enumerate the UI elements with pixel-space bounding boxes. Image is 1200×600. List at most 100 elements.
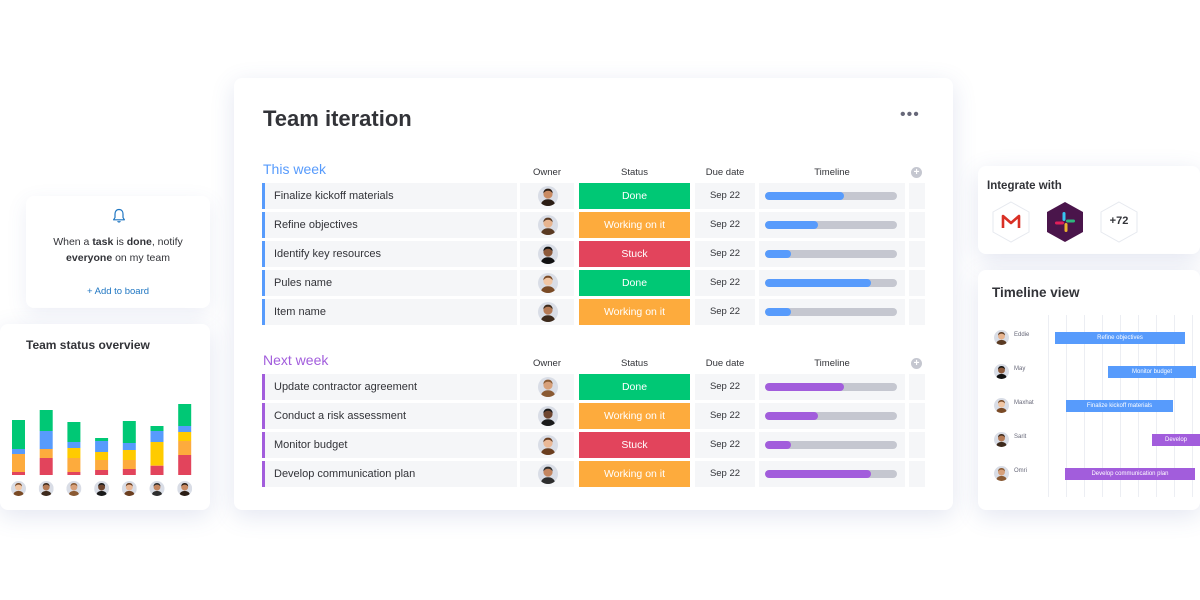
group-color-bar: [262, 432, 265, 458]
timeline-bar[interactable]: Finalize kickoff materials: [1066, 400, 1173, 412]
table-row[interactable]: Pules name Done Sep 22: [262, 270, 925, 296]
board-title: Team iteration: [263, 106, 412, 131]
due-date-cell[interactable]: Sep 22: [695, 183, 755, 209]
timeline-row[interactable]: Eddie Refine objectives: [978, 328, 1200, 348]
avatar[interactable]: [538, 464, 558, 484]
status-bar-segment-working: [39, 449, 53, 458]
timeline-cell[interactable]: [759, 461, 905, 487]
row-edge-cell: [909, 183, 925, 209]
gmail-icon[interactable]: [991, 200, 1031, 244]
timeline-bar[interactable]: Develop communication plan: [1065, 468, 1195, 480]
status-cell[interactable]: Done: [579, 374, 690, 400]
avatar[interactable]: [538, 435, 558, 455]
status-bar-segment-working: [150, 465, 164, 466]
group-title[interactable]: This week: [263, 161, 327, 177]
avatar[interactable]: [538, 406, 558, 426]
owner-cell[interactable]: [520, 403, 574, 429]
owner-cell[interactable]: [520, 299, 574, 325]
status-cell[interactable]: Stuck: [579, 241, 690, 267]
item-name-cell[interactable]: Develop communication plan: [262, 461, 517, 487]
item-name-cell[interactable]: Item name: [262, 299, 517, 325]
table-row[interactable]: Identify key resources Stuck Sep 22: [262, 241, 925, 267]
due-date-cell[interactable]: Sep 22: [695, 270, 755, 296]
add-column-icon[interactable]: +: [911, 358, 922, 369]
status-cell[interactable]: Done: [579, 270, 690, 296]
status-bar-segment-working: [12, 454, 25, 472]
item-name-cell[interactable]: Finalize kickoff materials: [262, 183, 517, 209]
status-bar-segment-stuck: [122, 469, 136, 475]
owner-cell[interactable]: [520, 374, 574, 400]
avatar[interactable]: [538, 377, 558, 397]
avatar[interactable]: [538, 215, 558, 235]
item-name-cell[interactable]: Refine objectives: [262, 212, 517, 238]
timeline-track: [765, 279, 897, 287]
timeline-cell[interactable]: [759, 270, 905, 296]
add-to-board-link[interactable]: + Add to board: [86, 286, 150, 297]
item-name-cell[interactable]: Conduct a risk assessment: [262, 403, 517, 429]
due-date-cell[interactable]: Sep 22: [695, 403, 755, 429]
avatar[interactable]: [538, 302, 558, 322]
status-bar-segment-info: [122, 443, 136, 450]
item-name: Update contractor agreement: [274, 381, 418, 393]
table-row[interactable]: Finalize kickoff materials Done Sep 22: [262, 183, 925, 209]
timeline-cell[interactable]: [759, 183, 905, 209]
more-options-icon[interactable]: •••: [900, 106, 920, 123]
due-date-cell[interactable]: Sep 22: [695, 299, 755, 325]
timeline-bar[interactable]: Develop: [1152, 434, 1200, 446]
table-row[interactable]: Develop communication plan Working on it S…: [262, 461, 925, 487]
owner-cell[interactable]: [520, 183, 574, 209]
status-bar-segment-stuck: [95, 470, 109, 475]
owner-cell[interactable]: [520, 212, 574, 238]
add-column-icon[interactable]: +: [911, 167, 922, 178]
item-name-cell[interactable]: Identify key resources: [262, 241, 517, 267]
due-date-cell[interactable]: Sep 22: [695, 212, 755, 238]
row-edge-cell: [909, 432, 925, 458]
timeline-cell[interactable]: [759, 241, 905, 267]
item-name-cell[interactable]: Pules name: [262, 270, 517, 296]
status-bar-segment-done: [67, 422, 81, 442]
due-date-cell[interactable]: Sep 22: [695, 461, 755, 487]
automation-card: When a task is done, notify everyone on …: [26, 196, 210, 308]
avatar[interactable]: [538, 244, 558, 264]
slack-icon[interactable]: [1045, 200, 1085, 244]
due-date-cell[interactable]: Sep 22: [695, 374, 755, 400]
timeline-cell[interactable]: [759, 212, 905, 238]
status-cell[interactable]: Working on it: [579, 403, 690, 429]
status-cell[interactable]: Working on it: [579, 212, 690, 238]
timeline-row[interactable]: Maxhat Finalize kickoff materials: [978, 396, 1200, 416]
table-row[interactable]: Refine objectives Working on it Sep 22: [262, 212, 925, 238]
status-cell[interactable]: Done: [579, 183, 690, 209]
timeline-cell[interactable]: [759, 374, 905, 400]
timeline-row[interactable]: Sarit Develop: [978, 430, 1200, 450]
owner-cell[interactable]: [520, 241, 574, 267]
table-row[interactable]: Update contractor agreement Done Sep 22: [262, 374, 925, 400]
item-name-cell[interactable]: Update contractor agreement: [262, 374, 517, 400]
timeline-cell[interactable]: [759, 299, 905, 325]
status-bar-segment-info: [67, 442, 81, 448]
table-row[interactable]: Item name Working on it Sep 22: [262, 299, 925, 325]
owner-cell[interactable]: [520, 270, 574, 296]
table-row[interactable]: Conduct a risk assessment Working on it Se…: [262, 403, 925, 429]
item-name-cell[interactable]: Monitor budget: [262, 432, 517, 458]
owner-cell[interactable]: [520, 461, 574, 487]
avatar[interactable]: [538, 186, 558, 206]
owner-cell[interactable]: [520, 432, 574, 458]
timeline-bar[interactable]: Refine objectives: [1055, 332, 1185, 344]
integrate-card: Integrate with +72: [978, 166, 1200, 254]
timeline-row[interactable]: May Monitor budget: [978, 362, 1200, 382]
timeline-cell[interactable]: [759, 403, 905, 429]
table-row[interactable]: Monitor budget Stuck Sep 22: [262, 432, 925, 458]
due-date-cell[interactable]: Sep 22: [695, 432, 755, 458]
timeline-row[interactable]: Omri Develop communication plan: [978, 464, 1200, 484]
group-title[interactable]: Next week: [263, 352, 329, 368]
more-integrations-badge[interactable]: +72: [1099, 200, 1139, 244]
status-cell[interactable]: Stuck: [579, 432, 690, 458]
timeline-cell[interactable]: [759, 432, 905, 458]
status-bar-segment-info: [150, 431, 164, 442]
status-cell[interactable]: Working on it: [579, 461, 690, 487]
status-cell[interactable]: Working on it: [579, 299, 690, 325]
avatar[interactable]: [538, 273, 558, 293]
due-date-column-header: Due date: [705, 167, 745, 178]
due-date-cell[interactable]: Sep 22: [695, 241, 755, 267]
timeline-bar[interactable]: Monitor budget: [1108, 366, 1196, 378]
